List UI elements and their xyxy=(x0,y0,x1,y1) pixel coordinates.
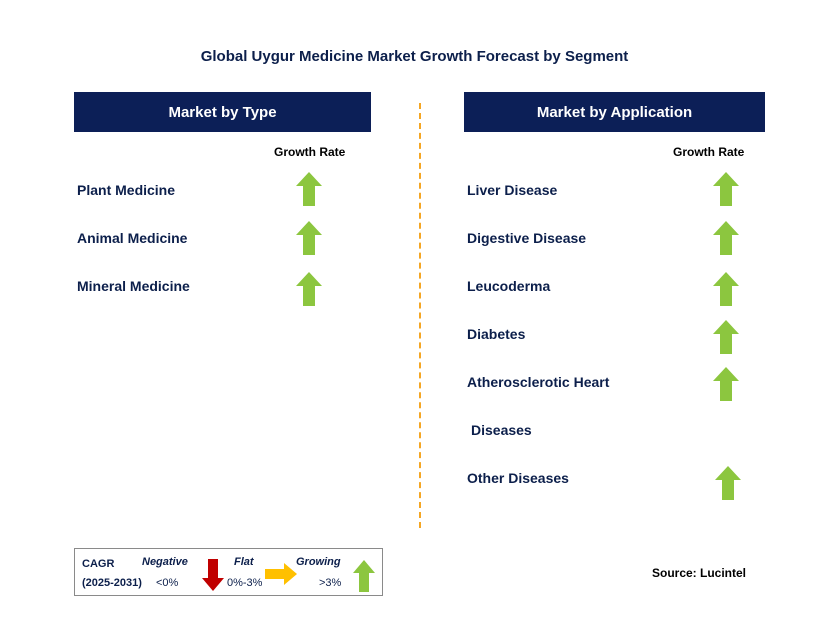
type-row-label: Animal Medicine xyxy=(77,230,188,246)
growth-up-arrow-icon xyxy=(713,320,739,354)
cagr-legend: CAGR (2025-2031) Negative <0% Flat 0%-3%… xyxy=(74,548,383,596)
application-row-label: Digestive Disease xyxy=(467,230,587,246)
growth-up-arrow-icon xyxy=(296,172,322,206)
growth-up-arrow-icon xyxy=(713,367,739,401)
type-row-label: Mineral Medicine xyxy=(77,278,190,294)
source-label: Source: Lucintel xyxy=(652,566,747,580)
legend-flat-range: 0%-3% xyxy=(227,577,263,589)
type-row-label: Plant Medicine xyxy=(77,182,176,198)
application-row-label: Diseases xyxy=(471,422,532,438)
application-row-label: Liver Disease xyxy=(467,182,558,198)
growth-up-arrow-icon xyxy=(713,272,739,306)
flat-right-arrow-icon xyxy=(265,563,297,585)
legend-negative-label: Negative xyxy=(142,556,188,568)
application-row-label: Atherosclerotic Heart xyxy=(467,374,610,390)
panel-divider xyxy=(419,103,421,528)
application-row-label: Other Diseases xyxy=(467,470,569,486)
type-growth-rate-label: Growth Rate xyxy=(274,145,346,159)
legend-period: (2025-2031) xyxy=(82,577,142,589)
legend-growing-label: Growing xyxy=(296,556,341,568)
growth-up-arrow-icon xyxy=(713,172,739,206)
growth-up-arrow-icon xyxy=(296,272,322,306)
legend-growing-range: >3% xyxy=(319,577,342,589)
legend-negative-range: <0% xyxy=(156,577,179,589)
growth-up-arrow-icon xyxy=(713,221,739,255)
growth-up-arrow-icon xyxy=(296,221,322,255)
application-row-label: Diabetes xyxy=(467,326,526,342)
application-header: Market by Application xyxy=(464,92,765,132)
legend-cagr-label: CAGR xyxy=(82,558,115,570)
application-growth-rate-label: Growth Rate xyxy=(673,145,745,159)
type-header: Market by Type xyxy=(74,92,371,132)
negative-down-arrow-icon xyxy=(202,559,224,591)
legend-flat-label: Flat xyxy=(234,556,254,568)
application-row-label: Leucoderma xyxy=(467,278,551,294)
growing-up-arrow-icon xyxy=(353,560,375,592)
chart-title: Global Uygur Medicine Market Growth Fore… xyxy=(200,48,629,65)
growth-up-arrow-icon xyxy=(715,466,741,500)
